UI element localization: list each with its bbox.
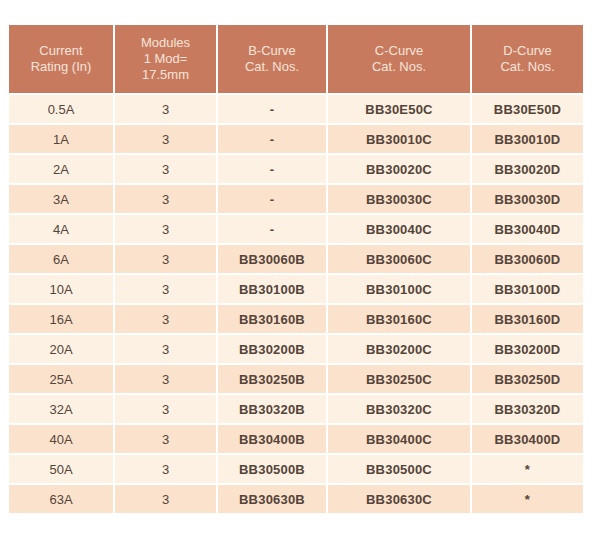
cell-c-curve: BB30250C <box>326 363 470 393</box>
cell-modules: 3 <box>113 123 216 153</box>
cell-current-rating: 25A <box>9 363 113 393</box>
table-body: 0.5A3-BB30E50CBB30E50D1A3-BB30010CBB3001… <box>9 93 583 513</box>
cell-current-rating: 20A <box>9 333 113 363</box>
column-header-d-curve: D-Curve Cat. Nos. <box>470 25 583 93</box>
table-row: 1A3-BB30010CBB30010D <box>9 123 583 153</box>
catalog-table-container: Current Rating (In) Modules 1 Mod= 17.5m… <box>9 25 583 513</box>
cell-b-curve: BB30500B <box>216 453 326 483</box>
cell-d-curve: BB30160D <box>470 303 583 333</box>
cell-b-curve: BB30630B <box>216 483 326 513</box>
cell-d-curve: BB30E50D <box>470 93 583 123</box>
cell-d-curve: BB30320D <box>470 393 583 423</box>
cell-c-curve: BB30400C <box>326 423 470 453</box>
cell-c-curve: BB30200C <box>326 333 470 363</box>
cell-c-curve: BB30040C <box>326 213 470 243</box>
cell-modules: 3 <box>113 183 216 213</box>
cell-d-curve: * <box>470 483 583 513</box>
column-header-b-curve: B-Curve Cat. Nos. <box>216 25 326 93</box>
cell-current-rating: 1A <box>9 123 113 153</box>
cell-current-rating: 63A <box>9 483 113 513</box>
cell-b-curve: BB30400B <box>216 423 326 453</box>
table-row: 6A3BB30060BBB30060CBB30060D <box>9 243 583 273</box>
cell-c-curve: BB30020C <box>326 153 470 183</box>
catalog-table: Current Rating (In) Modules 1 Mod= 17.5m… <box>9 25 583 513</box>
cell-modules: 3 <box>113 423 216 453</box>
cell-c-curve: BB30100C <box>326 273 470 303</box>
cell-c-curve: BB30010C <box>326 123 470 153</box>
column-header-c-curve: C-Curve Cat. Nos. <box>326 25 470 93</box>
table-row: 0.5A3-BB30E50CBB30E50D <box>9 93 583 123</box>
cell-b-curve: BB30160B <box>216 303 326 333</box>
cell-b-curve: - <box>216 153 326 183</box>
cell-current-rating: 3A <box>9 183 113 213</box>
cell-c-curve: BB30160C <box>326 303 470 333</box>
cell-b-curve: - <box>216 93 326 123</box>
table-header-row: Current Rating (In) Modules 1 Mod= 17.5m… <box>9 25 583 93</box>
table-row: 63A3BB30630BBB30630C* <box>9 483 583 513</box>
cell-modules: 3 <box>113 393 216 423</box>
cell-d-curve: BB30020D <box>470 153 583 183</box>
cell-b-curve: BB30100B <box>216 273 326 303</box>
cell-c-curve: BB30500C <box>326 453 470 483</box>
cell-d-curve: BB30200D <box>470 333 583 363</box>
cell-d-curve: BB30030D <box>470 183 583 213</box>
cell-current-rating: 4A <box>9 213 113 243</box>
cell-modules: 3 <box>113 333 216 363</box>
cell-current-rating: 2A <box>9 153 113 183</box>
cell-modules: 3 <box>113 303 216 333</box>
table-row: 10A3BB30100BBB30100CBB30100D <box>9 273 583 303</box>
table-row: 50A3BB30500BBB30500C* <box>9 453 583 483</box>
cell-current-rating: 32A <box>9 393 113 423</box>
cell-current-rating: 40A <box>9 423 113 453</box>
cell-current-rating: 16A <box>9 303 113 333</box>
cell-d-curve: BB30060D <box>470 243 583 273</box>
cell-d-curve: BB30400D <box>470 423 583 453</box>
cell-d-curve: BB30100D <box>470 273 583 303</box>
cell-b-curve: BB30200B <box>216 333 326 363</box>
cell-modules: 3 <box>113 213 216 243</box>
table-row: 2A3-BB30020CBB30020D <box>9 153 583 183</box>
table-row: 3A3-BB30030CBB30030D <box>9 183 583 213</box>
cell-modules: 3 <box>113 273 216 303</box>
column-header-modules: Modules 1 Mod= 17.5mm <box>113 25 216 93</box>
cell-modules: 3 <box>113 93 216 123</box>
cell-c-curve: BB30E50C <box>326 93 470 123</box>
cell-modules: 3 <box>113 153 216 183</box>
cell-c-curve: BB30060C <box>326 243 470 273</box>
cell-modules: 3 <box>113 453 216 483</box>
cell-d-curve: BB30250D <box>470 363 583 393</box>
cell-modules: 3 <box>113 483 216 513</box>
cell-current-rating: 10A <box>9 273 113 303</box>
cell-b-curve: - <box>216 123 326 153</box>
cell-current-rating: 0.5A <box>9 93 113 123</box>
table-row: 16A3BB30160BBB30160CBB30160D <box>9 303 583 333</box>
cell-b-curve: - <box>216 183 326 213</box>
table-row: 25A3BB30250BBB30250CBB30250D <box>9 363 583 393</box>
cell-current-rating: 50A <box>9 453 113 483</box>
column-header-current-rating: Current Rating (In) <box>9 25 113 93</box>
table-row: 4A3-BB30040CBB30040D <box>9 213 583 243</box>
cell-c-curve: BB30630C <box>326 483 470 513</box>
table-row: 40A3BB30400BBB30400CBB30400D <box>9 423 583 453</box>
cell-b-curve: BB30060B <box>216 243 326 273</box>
cell-b-curve: - <box>216 213 326 243</box>
cell-c-curve: BB30030C <box>326 183 470 213</box>
cell-c-curve: BB30320C <box>326 393 470 423</box>
cell-b-curve: BB30250B <box>216 363 326 393</box>
cell-current-rating: 6A <box>9 243 113 273</box>
cell-d-curve: BB30010D <box>470 123 583 153</box>
cell-modules: 3 <box>113 363 216 393</box>
cell-modules: 3 <box>113 243 216 273</box>
cell-d-curve: * <box>470 453 583 483</box>
cell-b-curve: BB30320B <box>216 393 326 423</box>
table-row: 20A3BB30200BBB30200CBB30200D <box>9 333 583 363</box>
table-row: 32A3BB30320BBB30320CBB30320D <box>9 393 583 423</box>
cell-d-curve: BB30040D <box>470 213 583 243</box>
